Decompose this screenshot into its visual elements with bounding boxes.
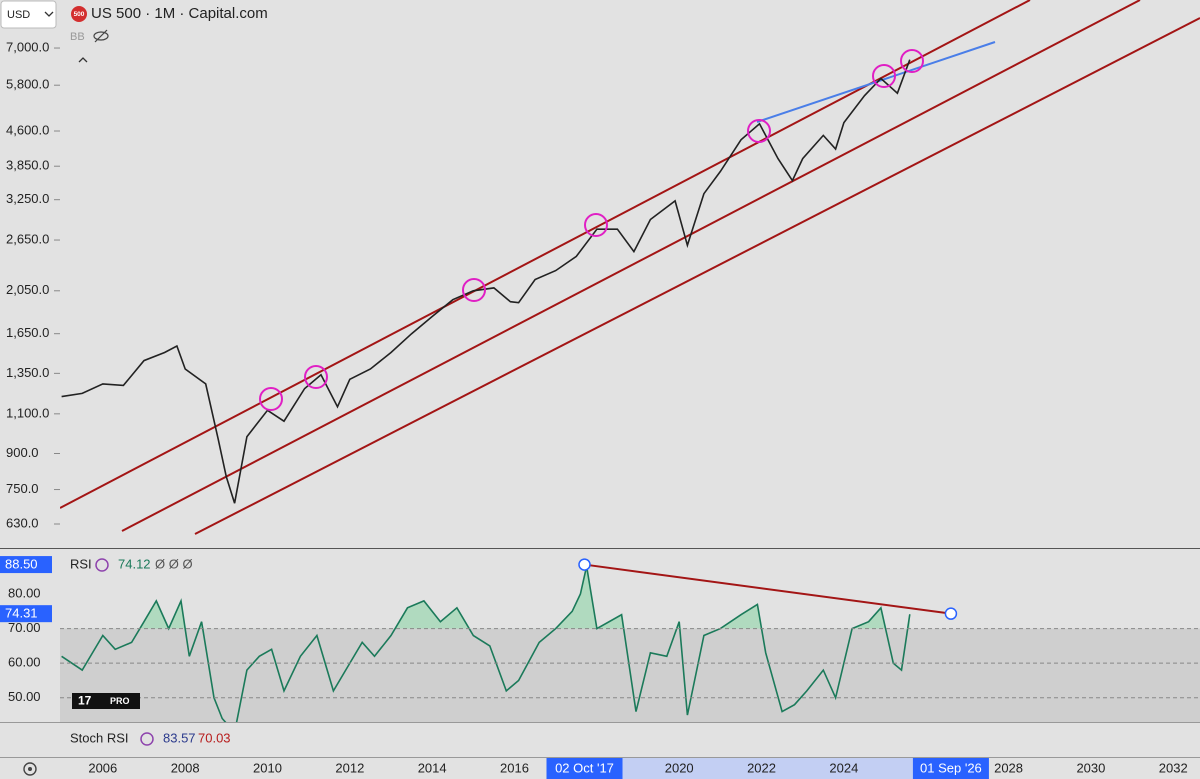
stoch-k: 83.57 [163, 730, 196, 745]
symbol-icon-text: 500 [74, 11, 85, 18]
x-tick-label: 2020 [665, 760, 694, 775]
eye [93, 31, 109, 41]
y-tick-label: 2,650.0 [6, 231, 49, 246]
series-line [61, 59, 911, 504]
symbol-title: US 500 · 1M · Capital.com [91, 5, 268, 22]
x-tick-label: 2024 [829, 760, 858, 775]
cursor-time-box [912, 758, 989, 779]
y-tick-label: 2,050.0 [6, 282, 49, 297]
rsi-value: 74.12 [118, 556, 151, 571]
y-tick-label: 80.00 [8, 585, 41, 600]
y-tick-label: 5,800.0 [6, 77, 49, 92]
y-tick-label: 1,100.0 [6, 405, 49, 420]
axis-value-label: 88.50 [5, 557, 38, 572]
axis-value-label: 74.31 [5, 606, 38, 621]
logo [72, 693, 140, 709]
circle [304, 365, 328, 389]
trendline-handle[interactable] [578, 558, 591, 571]
y-tick-label: 3,850.0 [6, 158, 49, 173]
cursor-time-label: 01 Sep '26 [920, 760, 982, 775]
logo-mark: 17 [78, 694, 92, 708]
axis-value-box [0, 556, 52, 574]
hidden-eye-icon[interactable] [93, 29, 109, 43]
y-tick-label: 4,600.0 [6, 122, 49, 137]
y-tick-label: 60.00 [8, 655, 41, 670]
x-tick-label: 2030 [1076, 760, 1105, 775]
y-tick-label: 1,350.0 [6, 365, 49, 380]
x-tick-label: 2032 [1159, 760, 1188, 775]
axis-value-box [0, 605, 52, 623]
dropdown-arrow [44, 11, 54, 17]
time-range-highlight [584, 758, 951, 779]
x-tick-label: 2008 [171, 760, 200, 775]
rsi-name: RSI [70, 556, 92, 571]
channel-line [194, 17, 1200, 535]
y-tick-label: 750.0 [6, 481, 39, 496]
circle [584, 213, 608, 237]
cursor-time-box [546, 758, 623, 779]
cursor-time-label: 02 Oct '17 [555, 760, 614, 775]
trendline-handle[interactable] [944, 607, 958, 620]
y-tick-label: 3,250.0 [6, 191, 49, 206]
y-tick-label: 7,000.0 [6, 39, 49, 54]
y-tick-label: 1,650.0 [6, 325, 49, 340]
trend-line [756, 41, 996, 123]
rsi-overbought-fill [61, 566, 910, 629]
circle [462, 278, 486, 302]
eye-slash [94, 29, 108, 43]
rsi-icon[interactable] [95, 558, 109, 572]
currency-select[interactable] [0, 0, 57, 29]
stoch-icon[interactable] [140, 732, 154, 746]
symbol-icon [71, 6, 87, 22]
indicator-label: BB [70, 31, 85, 43]
circle [900, 49, 924, 73]
y-tick-label: 900.0 [6, 445, 39, 460]
logo-text: PRO [110, 696, 130, 706]
rsi-layer [61, 566, 911, 722]
highlight-circles [259, 49, 924, 411]
currency-label: USD [7, 9, 30, 21]
x-tick-label: 2022 [747, 760, 776, 775]
collapse-button[interactable] [78, 57, 88, 63]
stoch-name: Stoch RSI [70, 730, 129, 745]
x-tick-label: 2014 [418, 760, 447, 775]
series-line [61, 566, 911, 722]
rsi-params: Ø Ø Ø [155, 556, 193, 571]
x-tick-label: 2016 [500, 760, 529, 775]
y-tick-label: 70.00 [8, 620, 41, 635]
circle [872, 64, 896, 88]
x-tick-label: 2006 [88, 760, 117, 775]
circle [747, 119, 771, 143]
x-tick-label: 2028 [994, 760, 1023, 775]
circle [259, 387, 283, 411]
axes: 7,000.0 5,800.0 4,600.0 3,850.0 3,250.0 2,650… [0, 39, 1200, 779]
drawings [60, 0, 1200, 535]
y-tick-label: 50.00 [8, 689, 41, 704]
rsi-trendline [584, 563, 952, 615]
settings-dot [28, 767, 32, 771]
stoch-d: 70.03 [198, 730, 231, 745]
price-layer [61, 59, 911, 504]
channel-line [121, 0, 1141, 532]
x-tick-label: 2012 [335, 760, 364, 775]
settings-button[interactable] [23, 762, 37, 776]
x-tick-label: 2010 [253, 760, 282, 775]
y-tick-label: 630.0 [6, 515, 39, 530]
